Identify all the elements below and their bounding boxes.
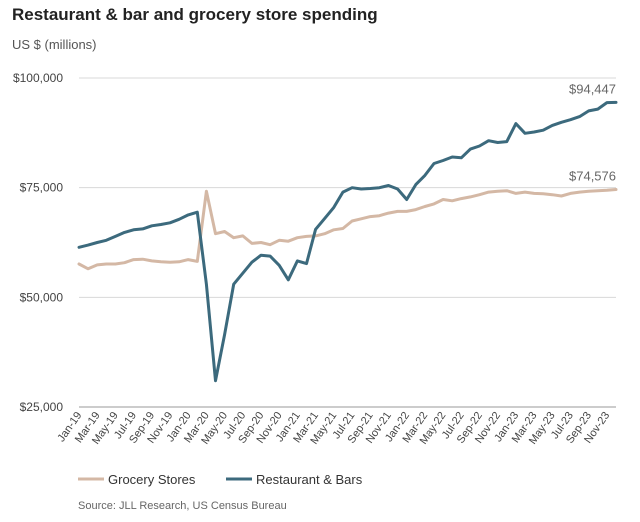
legend-label-grocery-stores: Grocery Stores bbox=[108, 472, 196, 487]
chart-title: Restaurant & bar and grocery store spend… bbox=[12, 5, 378, 24]
series-line-grocery-stores bbox=[77, 188, 618, 271]
y-axis-ticks: $25,000 $50,000 $75,000 $100,000 bbox=[13, 71, 63, 414]
series-layer bbox=[77, 100, 618, 383]
y-tick-label: $75,000 bbox=[20, 181, 64, 195]
end-labels: $74,576 $94,447 bbox=[569, 81, 616, 183]
y-tick-label: $50,000 bbox=[20, 290, 64, 304]
legend: Grocery Stores Restaurant & Bars bbox=[78, 472, 363, 487]
y-axis-units: US $ (millions) bbox=[12, 37, 97, 52]
y-tick-label: $25,000 bbox=[20, 400, 64, 414]
end-label-restaurant-bars: $94,447 bbox=[569, 81, 616, 96]
x-axis-ticks: Jan-19Mar-19May-19Jul-19Sep-19Nov-19Jan-… bbox=[55, 410, 612, 447]
legend-label-restaurant-bars: Restaurant & Bars bbox=[256, 472, 363, 487]
series-line-restaurant-bars bbox=[77, 100, 618, 383]
source-note: Source: JLL Research, US Census Bureau bbox=[78, 500, 287, 512]
y-tick-label: $100,000 bbox=[13, 71, 63, 85]
gridlines bbox=[79, 77, 616, 298]
end-label-grocery-stores: $74,576 bbox=[569, 169, 616, 184]
